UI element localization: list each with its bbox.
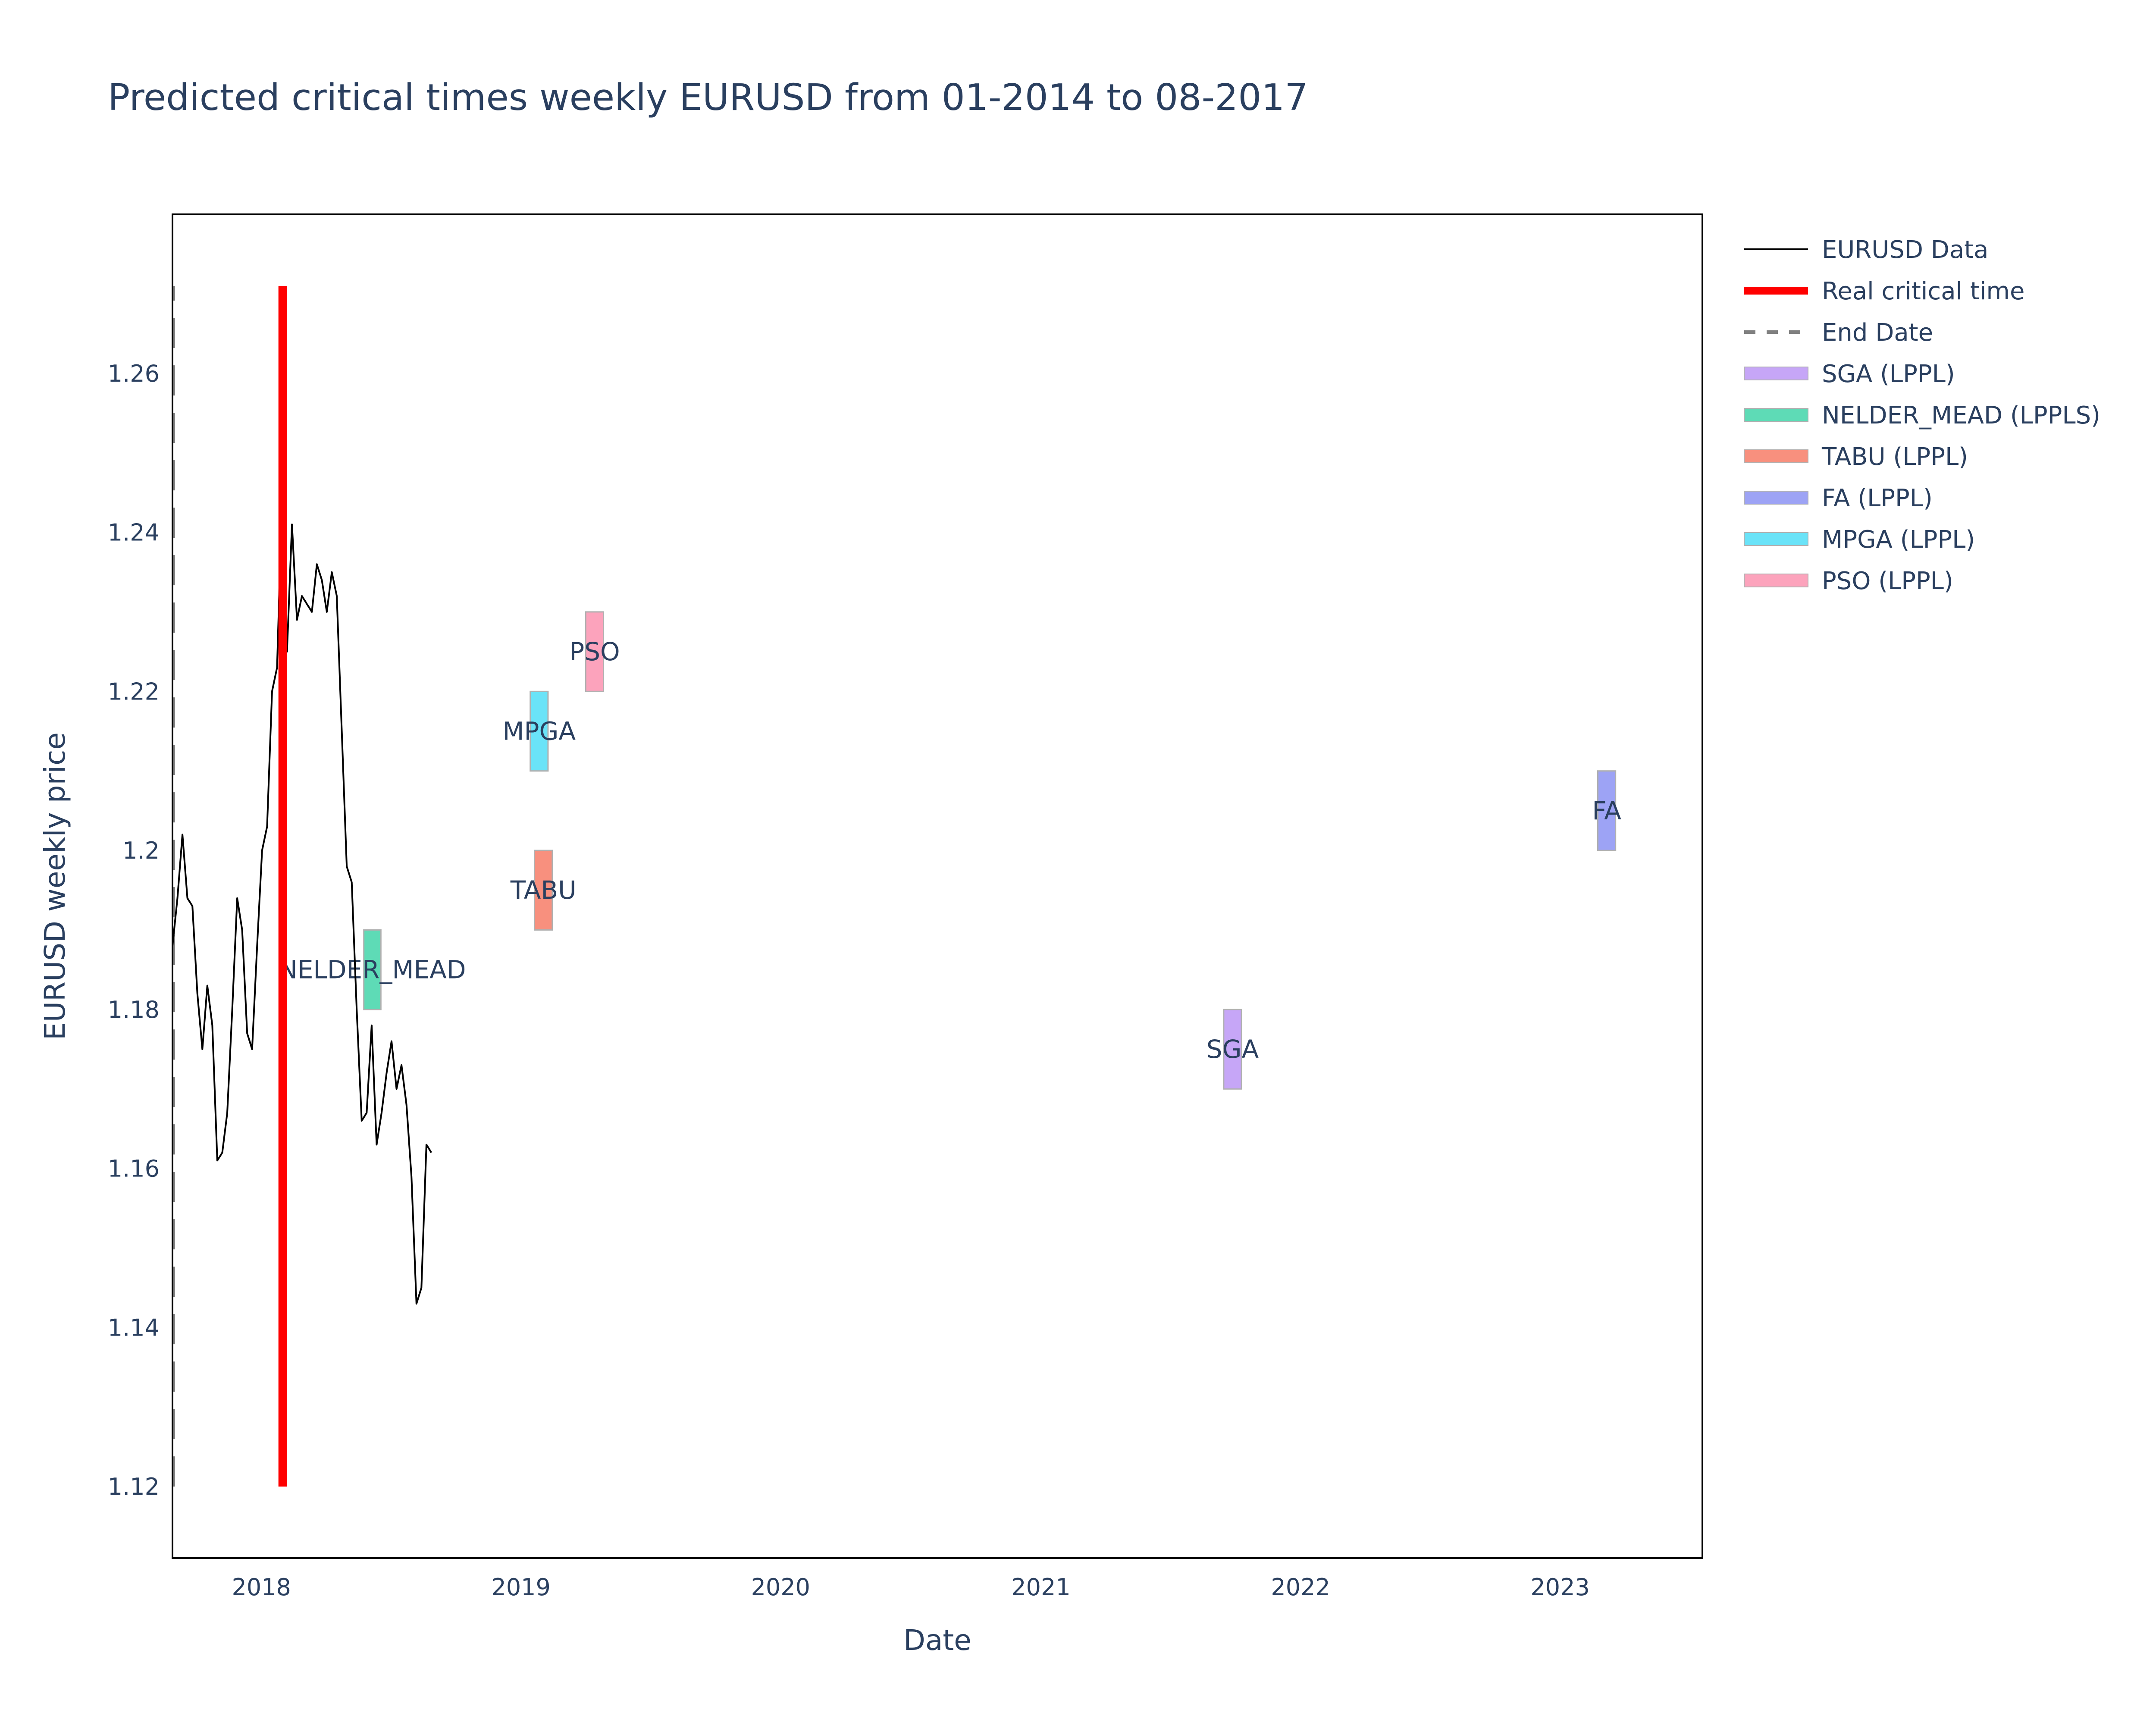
y-tick-label: 1.22 xyxy=(108,678,160,705)
y-tick-label: 1.2 xyxy=(122,837,160,864)
chart-title: Predicted critical times weekly EURUSD f… xyxy=(108,76,1308,119)
y-tick-label: 1.14 xyxy=(108,1314,160,1341)
x-axis-ticks: 2018 2019 2020 2021 2022 2023 xyxy=(232,1574,1589,1601)
prediction-label: SGA xyxy=(1206,1035,1259,1064)
legend-entry: NELDER_MEAD (LPPLS) xyxy=(1822,401,2100,430)
legend-entry: End Date xyxy=(1822,319,1933,347)
prediction-label: FA xyxy=(1592,796,1621,825)
prediction-label: TABU xyxy=(510,875,577,905)
legend-entry: Real critical time xyxy=(1822,277,2024,305)
x-tick-label: 2020 xyxy=(751,1574,810,1601)
prediction-box-pso xyxy=(585,611,605,692)
y-tick-label: 1.26 xyxy=(108,360,160,387)
y-tick-label: 1.24 xyxy=(108,519,160,546)
x-axis-title: Date xyxy=(903,1624,971,1657)
x-tick-label: 2022 xyxy=(1271,1574,1330,1601)
plot-area: 2018 2019 2020 2021 2022 2023 1.121.141.161.1… xyxy=(108,213,1703,1601)
y-axis-ticks: 1.12 1.14 1.16 1.18 1.2 1.22 1.24 1.26 xyxy=(108,360,160,1500)
eurusd-data-line xyxy=(172,499,432,1305)
legend-entry: SGA (LPPL) xyxy=(1822,360,1955,388)
x-tick-label: 2019 xyxy=(491,1574,550,1601)
prediction-box-fa xyxy=(1597,770,1617,851)
prediction-box-tabu xyxy=(534,850,553,931)
series-layer xyxy=(172,285,432,1487)
y-tick-label: 1.16 xyxy=(108,1155,160,1182)
y-tick-label: 1.18 xyxy=(108,996,160,1023)
legend-swatch xyxy=(1744,574,1808,587)
legend-swatch xyxy=(1744,408,1808,422)
prediction-box-sga xyxy=(1223,1009,1242,1090)
legend-entry: PSO (LPPL) xyxy=(1822,567,1953,595)
x-tick-label: 2023 xyxy=(1530,1574,1589,1601)
legend-swatch xyxy=(1744,449,1808,463)
legend: EURUSD Data Real critical time End Date SGA… xyxy=(1744,236,2100,595)
x-tick-label: 2018 xyxy=(232,1574,291,1601)
prediction-label: MPGA xyxy=(502,717,576,746)
y-axis-title: EURUSD weekly price xyxy=(38,732,72,1040)
legend-swatch xyxy=(1744,491,1808,505)
prediction-label: NELDER_MEAD xyxy=(279,955,466,985)
prediction-box-nelder-mead xyxy=(363,929,382,1010)
legend-entry: FA (LPPL) xyxy=(1822,484,1933,512)
x-tick-label: 2021 xyxy=(1011,1574,1070,1601)
legend-entry: TABU (LPPL) xyxy=(1821,443,1968,471)
prediction-boxes: SGA NELDER_MEAD TABU FA MPGA PSO xyxy=(279,611,1621,1090)
y-tick-label: 1.12 xyxy=(108,1473,160,1500)
legend-swatch xyxy=(1744,532,1808,546)
plot-frame xyxy=(172,213,1703,1559)
legend-swatch xyxy=(1744,367,1808,380)
legend-entry: EURUSD Data xyxy=(1822,236,1988,264)
prediction-label: PSO xyxy=(569,637,620,666)
legend-entry: MPGA (LPPL) xyxy=(1822,526,1975,554)
prediction-box-mpga xyxy=(530,690,549,772)
